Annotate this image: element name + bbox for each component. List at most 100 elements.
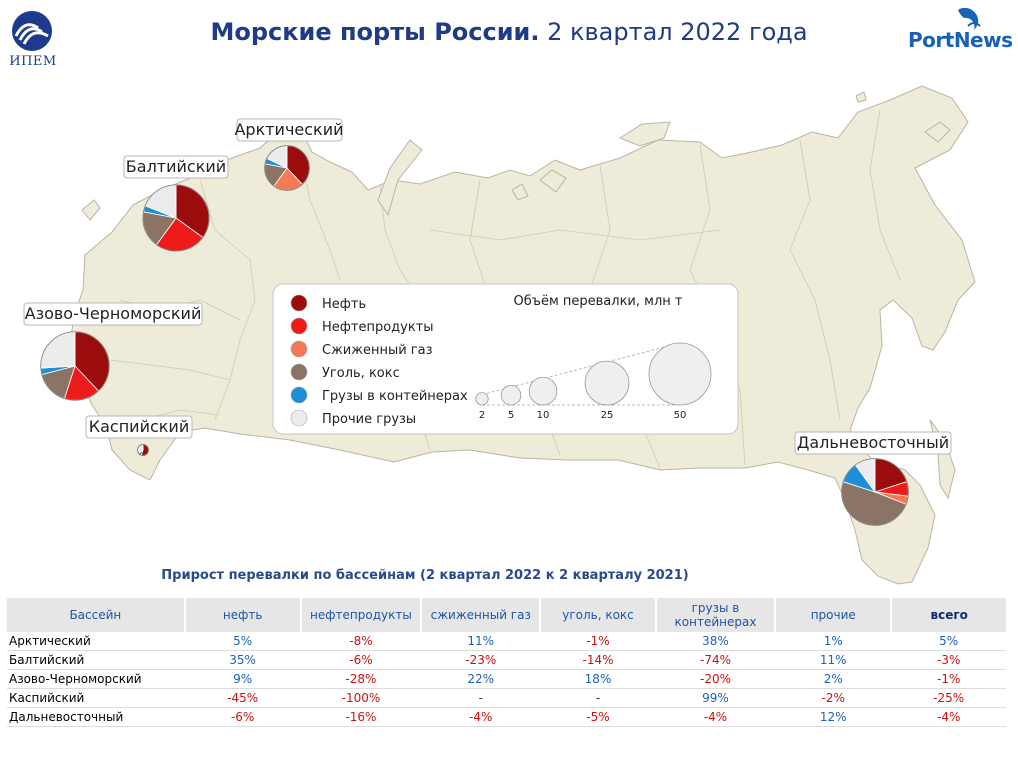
size-circle — [475, 392, 489, 406]
value-cell: -16% — [300, 707, 422, 727]
value-cell: -23% — [421, 650, 541, 670]
value-cell: -25% — [891, 688, 1006, 708]
pie-Арктический — [264, 145, 310, 191]
legend-entry: Грузы в контейнерах — [322, 389, 468, 404]
ipem-logo: ИПЕМ — [8, 10, 58, 72]
column-header: грузы в контейнерах — [654, 598, 776, 632]
value-cell: 11% — [775, 650, 892, 670]
column-header: всего — [890, 598, 1006, 632]
pie-Азово-Черноморский — [40, 331, 110, 401]
value-cell: 1% — [775, 632, 892, 651]
legend-swatch — [290, 363, 308, 381]
size-label: 10 — [537, 410, 550, 421]
size-legend-title: Объём перевалки, млн т — [514, 294, 683, 309]
value-cell: 35% — [184, 650, 301, 670]
size-label: 2 — [479, 410, 485, 421]
value-cell: -6% — [184, 707, 301, 727]
legend-entry: Нефть — [322, 297, 366, 312]
label-azov-black-sea: Азово-Черноморский — [25, 304, 202, 323]
column-header: нефтепродукты — [299, 598, 422, 632]
basin-name-cell: Балтийский — [7, 650, 185, 670]
size-circle — [584, 360, 630, 406]
value-cell: 2% — [775, 669, 892, 689]
table-row: Балтийский 35% -6% -23% -14% -74% 11% -3% — [7, 650, 1006, 670]
legend-entry: Уголь, кокс — [322, 366, 400, 381]
table-row: Каспийский -45% -100% - -99% -2% -25% — [7, 688, 1006, 708]
size-label: 25 — [601, 410, 614, 421]
value-cell: -28% — [300, 669, 422, 689]
growth-table-title: Прирост перевалки по бассейнам (2 кварта… — [161, 568, 689, 583]
legend-swatch — [290, 409, 308, 427]
value-cell: 5% — [891, 632, 1006, 651]
legend: Нефть Нефтепродукты Сжиженный газ Уголь, ко… — [272, 283, 739, 435]
label-baltic: Балтийский — [126, 157, 226, 176]
legend-entry: Нефтепродукты — [322, 320, 434, 335]
pie-slice-Прочие грузы — [40, 331, 76, 369]
table-body: Арктический 5% -8% 11% -1% 38% 1% 5% Балтийский 3… — [7, 632, 1006, 727]
basin-name-cell: Дальневосточный — [7, 707, 185, 727]
ipem-logo-text: ИПЕМ — [9, 54, 57, 69]
table-header-row: Бассейн нефть нефтепродукты сжиженный газ уг… — [7, 598, 1006, 632]
size-circle — [500, 384, 522, 406]
size-circle — [528, 376, 558, 406]
value-cell: 18% — [540, 669, 656, 689]
legend-entry: Сжиженный газ — [322, 343, 433, 358]
value-cell: 5% — [184, 632, 301, 651]
size-label: 5 — [508, 410, 514, 421]
value-cell: -1% — [540, 632, 656, 651]
value-cell: - — [421, 688, 541, 708]
pie-Каспийский — [137, 444, 149, 456]
column-header: уголь, кокс — [539, 598, 656, 632]
value-cell: -6% — [300, 650, 422, 670]
portnews-logo-text: PortNews — [908, 28, 1013, 52]
size-circle — [648, 342, 712, 406]
label-far-east: Дальневосточный — [797, 433, 949, 452]
value-cell: 22% — [421, 669, 541, 689]
basin-labels: Арктический Балтийский Азово-Черноморски… — [23, 118, 952, 455]
title-period: 2 квартал 2022 года — [547, 18, 808, 46]
legend-entry: Прочие грузы — [322, 412, 416, 427]
value-cell: -20% — [655, 669, 776, 689]
value-cell: 99% — [655, 688, 776, 708]
value-cell: -14% — [540, 650, 656, 670]
value-cell: -4% — [421, 707, 541, 727]
basin-pies — [40, 145, 909, 526]
value-cell: -100% — [300, 688, 422, 708]
basin-name-cell: Арктический — [7, 632, 185, 651]
value-cell: -8% — [300, 632, 422, 651]
size-label: 50 — [674, 410, 687, 421]
value-cell: 9% — [184, 669, 301, 689]
value-cell: -4% — [891, 707, 1006, 727]
value-cell: -3% — [891, 650, 1006, 670]
legend-swatch — [290, 317, 308, 335]
value-cell: 12% — [775, 707, 892, 727]
value-cell: -4% — [655, 707, 776, 727]
value-cell: - — [540, 688, 656, 708]
column-header: Бассейн — [7, 598, 185, 632]
pie-Балтийский — [142, 184, 210, 252]
page-title: Морские порты России. 2 квартал 2022 год… — [0, 18, 1018, 46]
basin-name-cell: Каспийский — [7, 688, 185, 708]
basin-name-cell: Азово-Черноморский — [7, 669, 185, 689]
value-cell: -1% — [891, 669, 1006, 689]
table-row: Арктический 5% -8% 11% -1% 38% 1% 5% — [7, 632, 1006, 651]
column-header: прочие — [774, 598, 892, 632]
value-cell: -5% — [540, 707, 656, 727]
table-row: Азово-Черноморский 9% -28% 22% 18% -20% 2% -1% — [7, 669, 1006, 689]
pie-Дальневосточный — [841, 458, 909, 526]
label-caspian: Каспийский — [89, 417, 189, 436]
growth-table: Бассейн нефть нефтепродукты сжиженный газ уг… — [7, 598, 1006, 727]
portnews-logo: PortNews — [906, 4, 1013, 52]
value-cell: -74% — [655, 650, 776, 670]
column-header: сжиженный газ — [420, 598, 541, 632]
value-cell: -2% — [775, 688, 892, 708]
legend-swatch — [290, 386, 308, 404]
legend-swatch — [290, 294, 308, 312]
value-cell: 38% — [655, 632, 776, 651]
label-arctic: Арктический — [234, 120, 343, 139]
value-cell: 11% — [421, 632, 541, 651]
table-row: Дальневосточный -6% -16% -4% -5% -4% 12% -4% — [7, 707, 1006, 727]
value-cell: -45% — [184, 688, 301, 708]
legend-swatch — [290, 340, 308, 358]
